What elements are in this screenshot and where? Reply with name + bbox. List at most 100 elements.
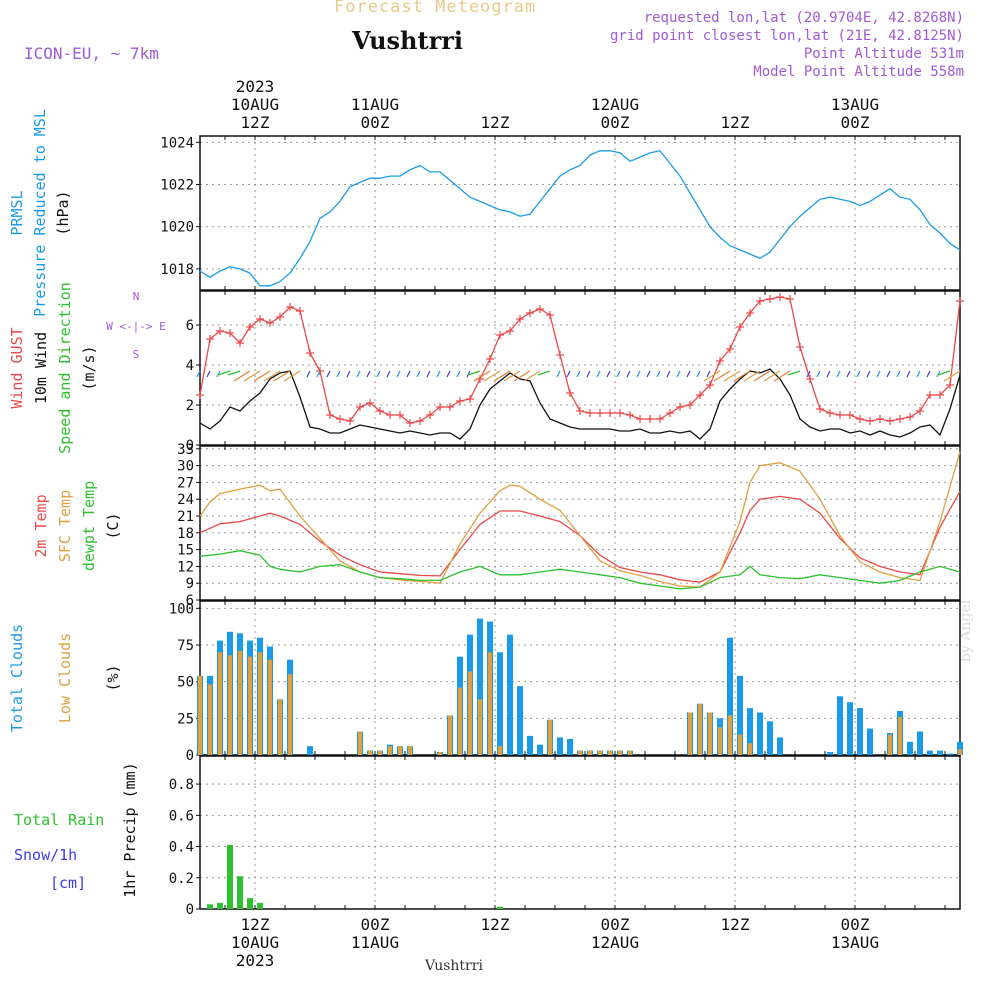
compass-south: S [133,348,140,361]
bar [408,746,412,755]
y-tick-label: 2 [186,398,194,414]
compass-west-east: W <-|-> E [106,320,166,333]
bar [497,652,503,755]
bar [247,898,253,909]
y-tick-label: 6 [186,318,194,334]
panel-frame [199,600,961,756]
y-tick-label: 1024 [160,135,194,151]
y-tick-label: 100 [169,601,194,617]
time-label-top: 10AUG [231,95,279,114]
wind-arrow [826,370,831,378]
y-tick-label: 27 [177,475,194,491]
wind-arrow [866,370,871,378]
wind-arrow [356,370,361,378]
time-label-top: 12Z [241,113,270,132]
time-label-bottom: 13AUG [831,933,879,952]
y-tick-label: 21 [177,509,194,525]
panel-frame [199,135,961,291]
time-label-bottom: 00Z [601,915,630,934]
wind-arrow [346,370,351,378]
wind-arrow [227,370,241,376]
y-tick-label: 6 [186,593,194,609]
bar [448,715,452,755]
bar [557,737,563,755]
panel-frame [199,755,961,910]
wind-arrow [456,370,461,378]
bar [398,746,402,755]
model-label: ICON-EU, ~ 7km [24,44,159,63]
wind-arrow [763,370,781,382]
wind-arrow [503,370,521,382]
time-label-top: 12Z [721,113,750,132]
temp-label: (C) [104,512,122,539]
bar [248,656,252,755]
wind-arrow [273,370,291,382]
bar [278,699,282,755]
bar [228,655,232,755]
snow-unit-label: [cm] [50,874,86,892]
bar [588,750,592,755]
wind-arrow [773,370,791,382]
wind-arrow [666,370,671,378]
wind-arrow [936,370,941,378]
bar [567,738,573,755]
wind-arrow [703,370,721,382]
bar [217,902,223,909]
footer-location: Vushtrri [425,958,483,974]
wind-arrow [446,370,451,378]
bar [827,752,833,755]
wind-arrow [576,370,581,378]
wind-arrow [626,370,631,378]
y-tick-label: 30 [177,459,194,475]
bar [767,721,773,755]
grid-coords: grid point closest lon,lat (21E, 42.8125… [609,28,964,44]
wind-arrow [943,370,961,382]
wind-arrow [753,370,771,382]
wind-arrow [636,370,641,378]
bar [227,845,233,909]
bar [507,634,513,755]
wind-arrow [733,370,751,382]
bar [257,902,263,909]
time-label-top: 00Z [841,113,870,132]
bar [888,734,892,755]
y-tick-label: 18 [177,526,194,542]
y-tick-label: 1020 [160,220,194,236]
wind-arrow [376,370,381,378]
bar [708,712,712,755]
bar [288,674,292,755]
wind-arrow [306,370,311,378]
bar [608,750,612,755]
bar [898,716,902,755]
wind-arrow [723,370,741,382]
bar [207,904,213,909]
bar [947,753,953,755]
wind-arrow [596,370,601,378]
bar [698,703,702,755]
wind-arrow [743,370,761,382]
bar [548,719,552,755]
bar [537,744,543,755]
time-label-bottom: 2023 [236,951,275,970]
wind-arrow [493,370,511,382]
wind-arrow [586,370,591,378]
wind-arrow [326,370,331,378]
wind-arrow [206,370,211,378]
series-line [199,550,961,590]
wind-arrow [336,370,341,378]
time-label-top: 12Z [481,113,510,132]
time-label-bottom: 11AUG [351,933,399,952]
bar [688,712,692,755]
y-tick-label: 0 [186,902,194,918]
bar [718,727,722,755]
wind-arrow [676,370,681,378]
chart-super-title: Forecast Meteogram [334,0,537,17]
y-tick-label: 0 [186,748,194,764]
wind-arrow [216,370,221,378]
series-line [199,451,961,588]
bar [727,637,733,755]
wind-arrow [253,370,271,382]
time-label-top: 12AUG [591,95,639,114]
bar [737,675,743,755]
bar [488,652,492,755]
